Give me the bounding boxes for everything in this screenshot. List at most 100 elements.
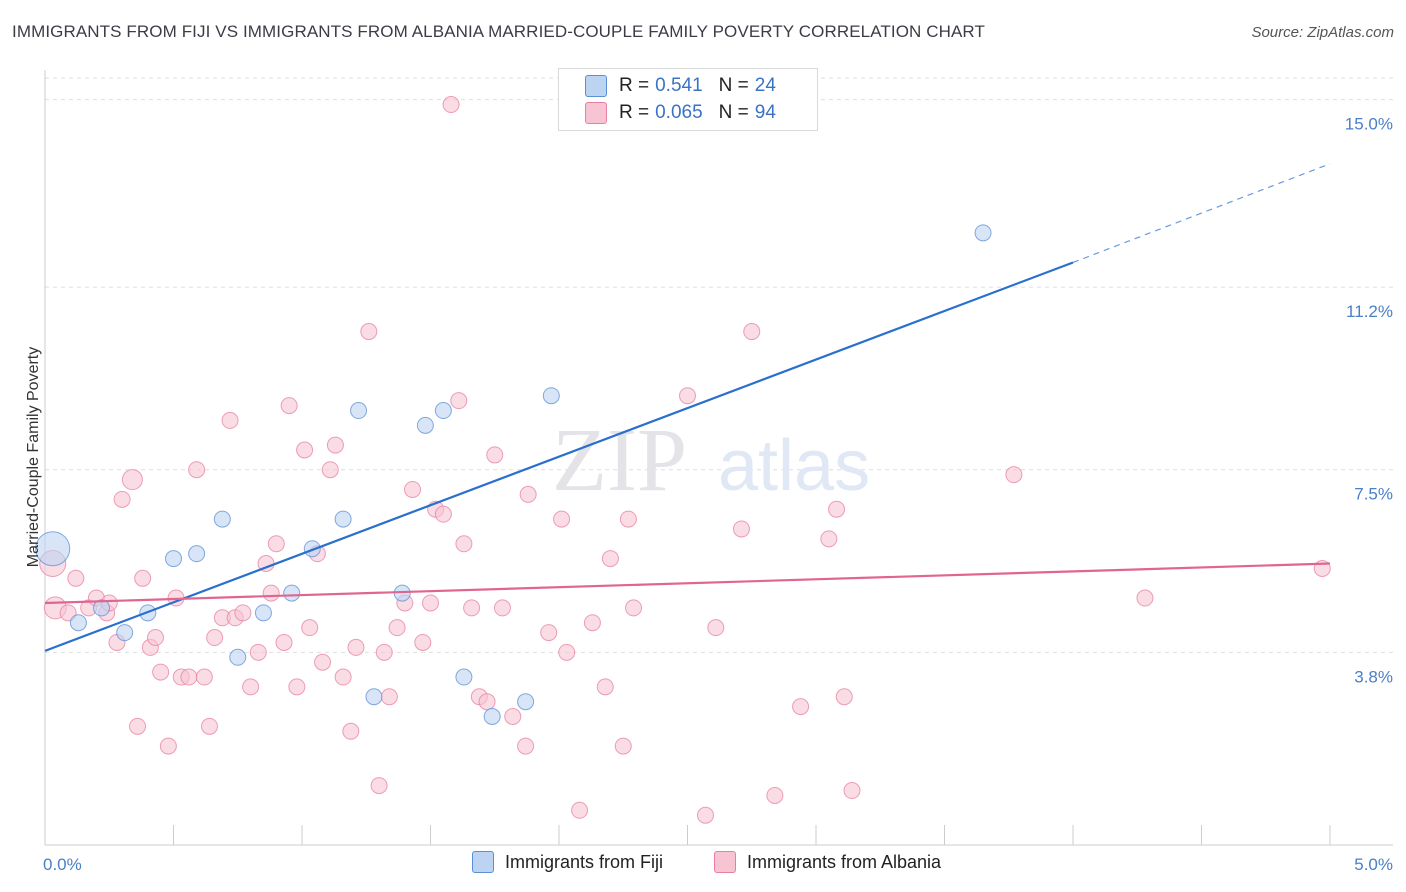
albania-point [121,469,143,491]
series-legend: Immigrants from Fiji Immigrants from Alb… [0,851,1406,879]
grid-lines [45,77,1393,653]
albania-point [696,806,714,824]
albania-point [583,614,601,632]
albania-point [835,688,853,706]
albania-point [493,599,511,617]
albania-point [743,323,761,341]
legend-n-label-albania: N = [718,102,749,123]
legend-row-fiji: R = 0.541 N = 24 [585,73,776,99]
y-tick-label-1: 7.5% [1354,485,1393,504]
albania-point [843,782,861,800]
albania-point [242,678,260,696]
albania-point [296,441,314,459]
albania-point [679,387,696,405]
albania-point [67,569,85,587]
series-legend-albania: Immigrants from Albania [714,851,941,873]
stats-legend: R = 0.541 N = 24 R = 0.065 N = 94 [558,68,818,131]
tick-labels: 3.8% 7.5% 11.2% 15.0% 0.0% 5.0% [43,115,1393,874]
albania-point [200,717,218,735]
albania-point [571,801,589,819]
fiji-point [365,688,383,706]
fiji-point [283,584,301,602]
albania-point [707,619,725,637]
fiji-point [213,510,231,528]
fiji-point [254,604,272,622]
albania-point [434,505,452,523]
albania-point [820,530,838,548]
albania-point [517,737,535,755]
albania-point [1005,466,1023,484]
albania-point [601,550,619,568]
series-legend-fiji: Immigrants from Fiji [472,851,663,873]
series-swatch-albania [714,851,736,873]
albania-point [262,584,280,602]
legend-r-value-albania: 0.065 [655,102,703,123]
fiji-trend-line [44,261,1074,652]
albania-point [614,737,632,755]
fiji-point [35,531,71,567]
albania-point [129,717,147,735]
legend-n-label-fiji: N = [718,75,749,96]
albania-point [288,678,306,696]
y-tick-label-0: 3.8% [1354,667,1393,686]
fiji-point [416,416,434,434]
fiji-point [483,707,501,725]
albania-point [134,569,152,587]
y-axis-label: Married-Couple Family Poverty [25,347,42,568]
albania-point [188,461,206,479]
y-tick-label-2: 11.2% [1346,302,1393,321]
albania-point [314,653,332,671]
fiji-point [517,693,535,711]
albania-point [540,624,558,642]
albania-point [267,535,285,553]
fiji-point [93,599,111,617]
albania-point [455,535,473,553]
albania-point [625,599,643,617]
albania-point [380,688,398,706]
albania-point [321,461,339,479]
albania-point [301,619,319,637]
series-swatch-fiji [472,851,494,873]
albania-point [828,500,846,518]
albania-point [519,485,537,503]
albania-point [334,668,352,686]
legend-swatch-fiji [585,75,607,97]
albania-point [422,594,439,612]
legend-r-label-albania: R = [619,102,650,123]
albania-point [347,638,365,656]
albania-point [504,707,522,725]
albania-point [280,397,298,415]
series-label-albania: Immigrants from Albania [747,851,942,872]
albania-point [375,643,393,661]
albania-point [234,604,252,622]
albania-point [342,722,360,740]
fiji-point [229,648,247,666]
albania-point [249,643,267,661]
series-label-fiji: Immigrants from Fiji [505,851,664,872]
albania-point [442,96,460,114]
fiji-point [116,624,134,642]
albania-point [275,633,293,651]
albania-point [558,643,576,661]
albania-point [206,629,224,647]
fiji-point [350,402,368,420]
fiji-point [434,402,452,420]
fiji-point [974,224,992,242]
legend-n-value-albania: 94 [754,102,776,123]
albania-point [221,411,239,429]
albania-point [553,510,571,528]
albania-point [596,678,614,696]
fiji-point [165,550,182,568]
albania-point [766,786,784,804]
albania-point [450,392,468,410]
legend-n-value-fiji: 24 [754,75,776,96]
albania-trend-line [44,562,1331,605]
albania-point [486,446,504,464]
albania-point [1136,589,1154,607]
watermark-atlas: atlas [718,426,870,506]
source-label: Source: ZipAtlas.com [1251,24,1394,41]
albania-point [463,599,481,617]
albania-point [360,323,378,341]
fiji-point [188,545,206,563]
